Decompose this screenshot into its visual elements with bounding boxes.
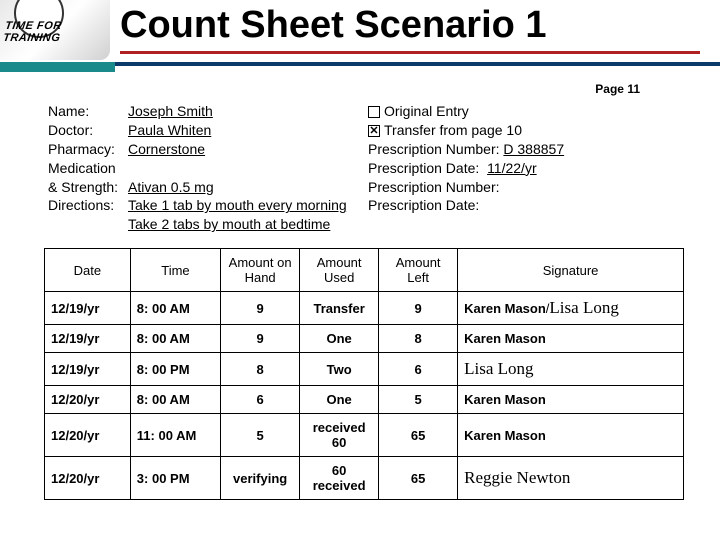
table-cell: verifying (221, 457, 300, 500)
table-cell: One (300, 386, 379, 414)
value-rxnum: D 388857 (503, 141, 564, 157)
table-cell: 12/19/yr (45, 292, 131, 325)
table-cell: 9 (379, 292, 458, 325)
table-cell: 5 (221, 414, 300, 457)
table-cell: 3: 00 PM (130, 457, 220, 500)
label-rxnum2: Prescription Number: (368, 178, 564, 197)
info-right: Original Entry ✕ Transfer from page 10 Pr… (368, 102, 564, 215)
signature-cell: Karen Mason (458, 386, 684, 414)
table-cell: 9 (221, 292, 300, 325)
navy-bar (115, 62, 720, 66)
table-cell: 12/19/yr (45, 353, 131, 386)
table-cell: 5 (379, 386, 458, 414)
table-header-row: Date Time Amount on Hand Amount Used Amo… (45, 249, 684, 292)
signature-cell: Lisa Long (458, 353, 684, 386)
table-cell: received 60 (300, 414, 379, 457)
table-row: 12/19/yr8: 00 AM9One8Karen Mason (45, 325, 684, 353)
table-cell: 12/20/yr (45, 457, 131, 500)
table-row: 12/20/yr11: 00 AM5received 6065Karen Mas… (45, 414, 684, 457)
checkbox-original (368, 106, 380, 118)
th-used: Amount Used (300, 249, 379, 292)
value-med: Ativan 0.5 mg (128, 178, 214, 197)
label-pharmacy: Pharmacy: (48, 140, 128, 159)
label-transfer: Transfer from page 10 (384, 122, 522, 138)
page-title: Count Sheet Scenario 1 (120, 4, 700, 54)
info-block: Name: Joseph Smith Doctor: Paula Whiten … (48, 102, 680, 234)
label-name: Name: (48, 102, 128, 121)
value-name: Joseph Smith (128, 102, 213, 121)
label-rxdate2: Prescription Date: (368, 196, 564, 215)
table-row: 12/19/yr8: 00 AM9Transfer9Karen Mason/Li… (45, 292, 684, 325)
table-cell: 8 (221, 353, 300, 386)
table-row: 12/19/yr8: 00 PM8Two6Lisa Long (45, 353, 684, 386)
label-directions: Directions: (48, 196, 128, 215)
table-cell: 11: 00 AM (130, 414, 220, 457)
value-doctor: Paula Whiten (128, 121, 211, 140)
count-table: Date Time Amount on Hand Amount Used Amo… (44, 248, 684, 500)
signature-cell: Karen Mason (458, 325, 684, 353)
checkbox-transfer: ✕ (368, 125, 380, 137)
th-sig: Signature (458, 249, 684, 292)
value-dir2: Take 2 tabs by mouth at bedtime (128, 215, 330, 234)
table-cell: 65 (379, 457, 458, 500)
label-med2: & Strength: (48, 178, 128, 197)
table-cell: 8 (379, 325, 458, 353)
label-rxnum: Prescription Number: (368, 141, 500, 157)
label-doctor: Doctor: (48, 121, 128, 140)
table-row: 12/20/yr8: 00 AM6One5Karen Mason (45, 386, 684, 414)
table-cell: 8: 00 AM (130, 292, 220, 325)
table-cell: 9 (221, 325, 300, 353)
table-cell: Transfer (300, 292, 379, 325)
label-original: Original Entry (384, 103, 469, 119)
table-row: 12/20/yr3: 00 PMverifying60 received65Re… (45, 457, 684, 500)
table-cell: 60 received (300, 457, 379, 500)
value-pharmacy: Cornerstone (128, 140, 205, 159)
table-cell: 65 (379, 414, 458, 457)
table-cell: 8: 00 AM (130, 325, 220, 353)
table-cell: 8: 00 AM (130, 386, 220, 414)
logo-text-1: TIME FOR (4, 20, 62, 32)
table-cell: 6 (221, 386, 300, 414)
th-time: Time (130, 249, 220, 292)
table-cell: 12/20/yr (45, 414, 131, 457)
page-number: Page 11 (595, 82, 640, 96)
th-onhand: Amount on Hand (221, 249, 300, 292)
title-wrap: Count Sheet Scenario 1 (120, 4, 700, 54)
logo-text-2: TRAINING (2, 32, 61, 44)
label-med1: Medication (48, 159, 128, 178)
table-cell: 12/19/yr (45, 325, 131, 353)
label-rxdate: Prescription Date: (368, 160, 479, 176)
table-cell: One (300, 325, 379, 353)
table-cell: 12/20/yr (45, 386, 131, 414)
table-cell: 6 (379, 353, 458, 386)
th-left: Amount Left (379, 249, 458, 292)
teal-bar (0, 62, 115, 72)
value-rxdate: 11/22/yr (487, 160, 537, 176)
table-cell: Two (300, 353, 379, 386)
logo: TIME FORTRAINING (0, 0, 110, 60)
th-date: Date (45, 249, 131, 292)
value-dir1: Take 1 tab by mouth every morning (128, 196, 347, 215)
signature-cell: Karen Mason/Lisa Long (458, 292, 684, 325)
table-cell: 8: 00 PM (130, 353, 220, 386)
signature-cell: Reggie Newton (458, 457, 684, 500)
signature-cell: Karen Mason (458, 414, 684, 457)
